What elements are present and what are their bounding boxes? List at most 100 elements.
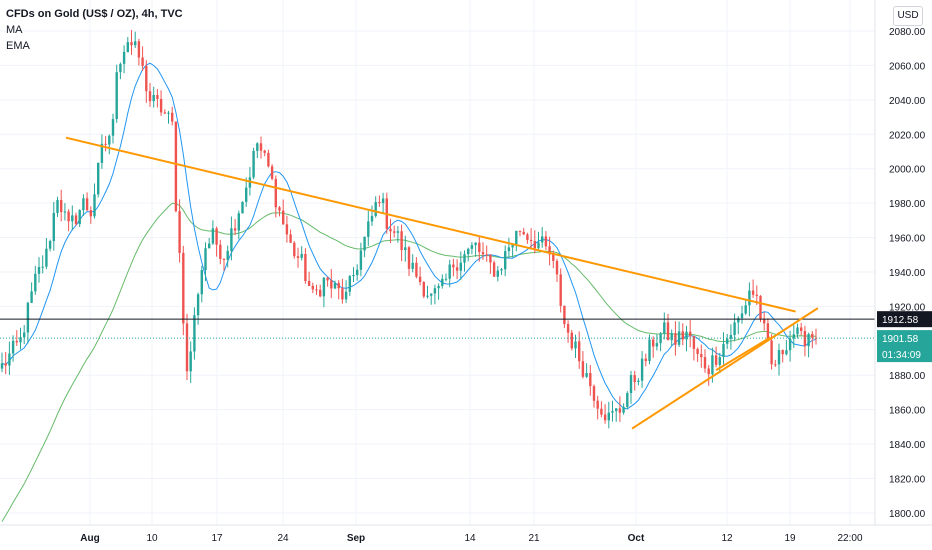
candle (34, 265, 37, 295)
candle-body (615, 408, 618, 412)
level-price-badge (877, 311, 932, 328)
candle-body (726, 338, 729, 344)
candle-body (633, 375, 636, 382)
candle-body (134, 41, 137, 46)
candle-body (52, 212, 55, 242)
trendlines[interactable] (65, 136, 819, 430)
price-axis[interactable]: 2080.00 2060.00 2040.00 2020.00 2000.00 1980.… (889, 27, 926, 520)
candle-body (478, 242, 481, 253)
candle (252, 147, 255, 180)
candle-body (751, 290, 755, 295)
candle-body (348, 276, 351, 292)
candle (26, 301, 30, 344)
candle (67, 209, 70, 232)
candle-body (245, 187, 248, 202)
candle-body (130, 42, 133, 46)
candle (430, 293, 433, 305)
candle-body (126, 42, 129, 52)
candle-body (696, 348, 699, 355)
candle (470, 242, 474, 255)
candle (359, 242, 363, 277)
candle (537, 231, 540, 250)
horizontal-level-line[interactable] (0, 318, 875, 339)
candle (463, 250, 466, 272)
candle-body (603, 414, 607, 421)
candle-body (97, 162, 100, 195)
price-tick-label: 1840.00 (889, 440, 926, 451)
candle-body (422, 282, 425, 297)
candle-body (11, 340, 15, 354)
candle-body (26, 302, 30, 333)
candle (692, 335, 696, 361)
candle (563, 305, 566, 328)
price-tick-label: 1940.00 (889, 268, 926, 279)
indicator-ema-label[interactable]: EMA (6, 40, 30, 52)
candle (633, 370, 636, 391)
trendline-lower-support-wide (631, 307, 819, 430)
candle-body (93, 194, 96, 217)
ema-path (1, 202, 817, 522)
candle (315, 284, 318, 295)
candle-body (744, 305, 747, 314)
candle (19, 327, 22, 350)
candle-body (159, 98, 163, 113)
candle (748, 282, 751, 317)
candle-body (700, 354, 703, 358)
candle (796, 323, 799, 339)
candle (700, 344, 703, 368)
candle (744, 299, 747, 316)
candle (618, 396, 622, 422)
indicator-ma-label[interactable]: MA (6, 24, 23, 36)
candle-body (60, 200, 63, 212)
symbol-title[interactable]: CFDs on Gold (US$ / OZ), 4h, TVC (6, 8, 183, 20)
candle-body (15, 340, 18, 343)
candle-body (171, 112, 174, 122)
price-tick-label: 1980.00 (889, 199, 926, 210)
candle-body (163, 112, 166, 114)
candle (171, 106, 174, 126)
candle-body (296, 256, 300, 258)
chart-legend: CFDs on Gold (US$ / OZ), 4h, TVC MA EMA (6, 6, 183, 54)
candle-body (526, 234, 529, 240)
candle (337, 280, 340, 300)
candle-body (589, 373, 592, 387)
candle-body (344, 291, 348, 300)
candle (374, 196, 377, 218)
candle (52, 201, 55, 251)
candle-body (496, 270, 499, 277)
candle (455, 259, 459, 280)
candle (485, 245, 488, 262)
candle-body (41, 266, 44, 268)
candle-body (652, 339, 655, 347)
candle-body (611, 411, 614, 413)
candle (126, 37, 129, 53)
candle (204, 242, 207, 282)
candle-body (781, 350, 784, 355)
candle (714, 346, 718, 368)
time-axis[interactable]: Aug 10 17 24 Sep 14 21 Oct 12 19 22:00 (80, 533, 863, 544)
candle (159, 90, 163, 116)
candle (322, 277, 326, 308)
candle (23, 324, 26, 344)
candle-body (459, 262, 462, 271)
candle-body (441, 278, 444, 286)
candle (267, 149, 270, 168)
candle-body (104, 143, 107, 145)
candle-body (485, 254, 488, 256)
candle (278, 206, 281, 217)
candle (222, 258, 226, 272)
last-price-label: 1901.58 (882, 334, 919, 345)
candle (548, 236, 551, 266)
candle-body (470, 245, 474, 249)
candle-body (415, 262, 418, 277)
candle (174, 121, 178, 213)
candle (733, 313, 736, 342)
currency-button[interactable]: USD (893, 6, 923, 26)
candle-body (67, 211, 70, 222)
candle (418, 266, 422, 286)
candle (326, 276, 329, 287)
candle-body (82, 198, 85, 211)
candles (0, 30, 818, 429)
candle-body (300, 253, 303, 258)
